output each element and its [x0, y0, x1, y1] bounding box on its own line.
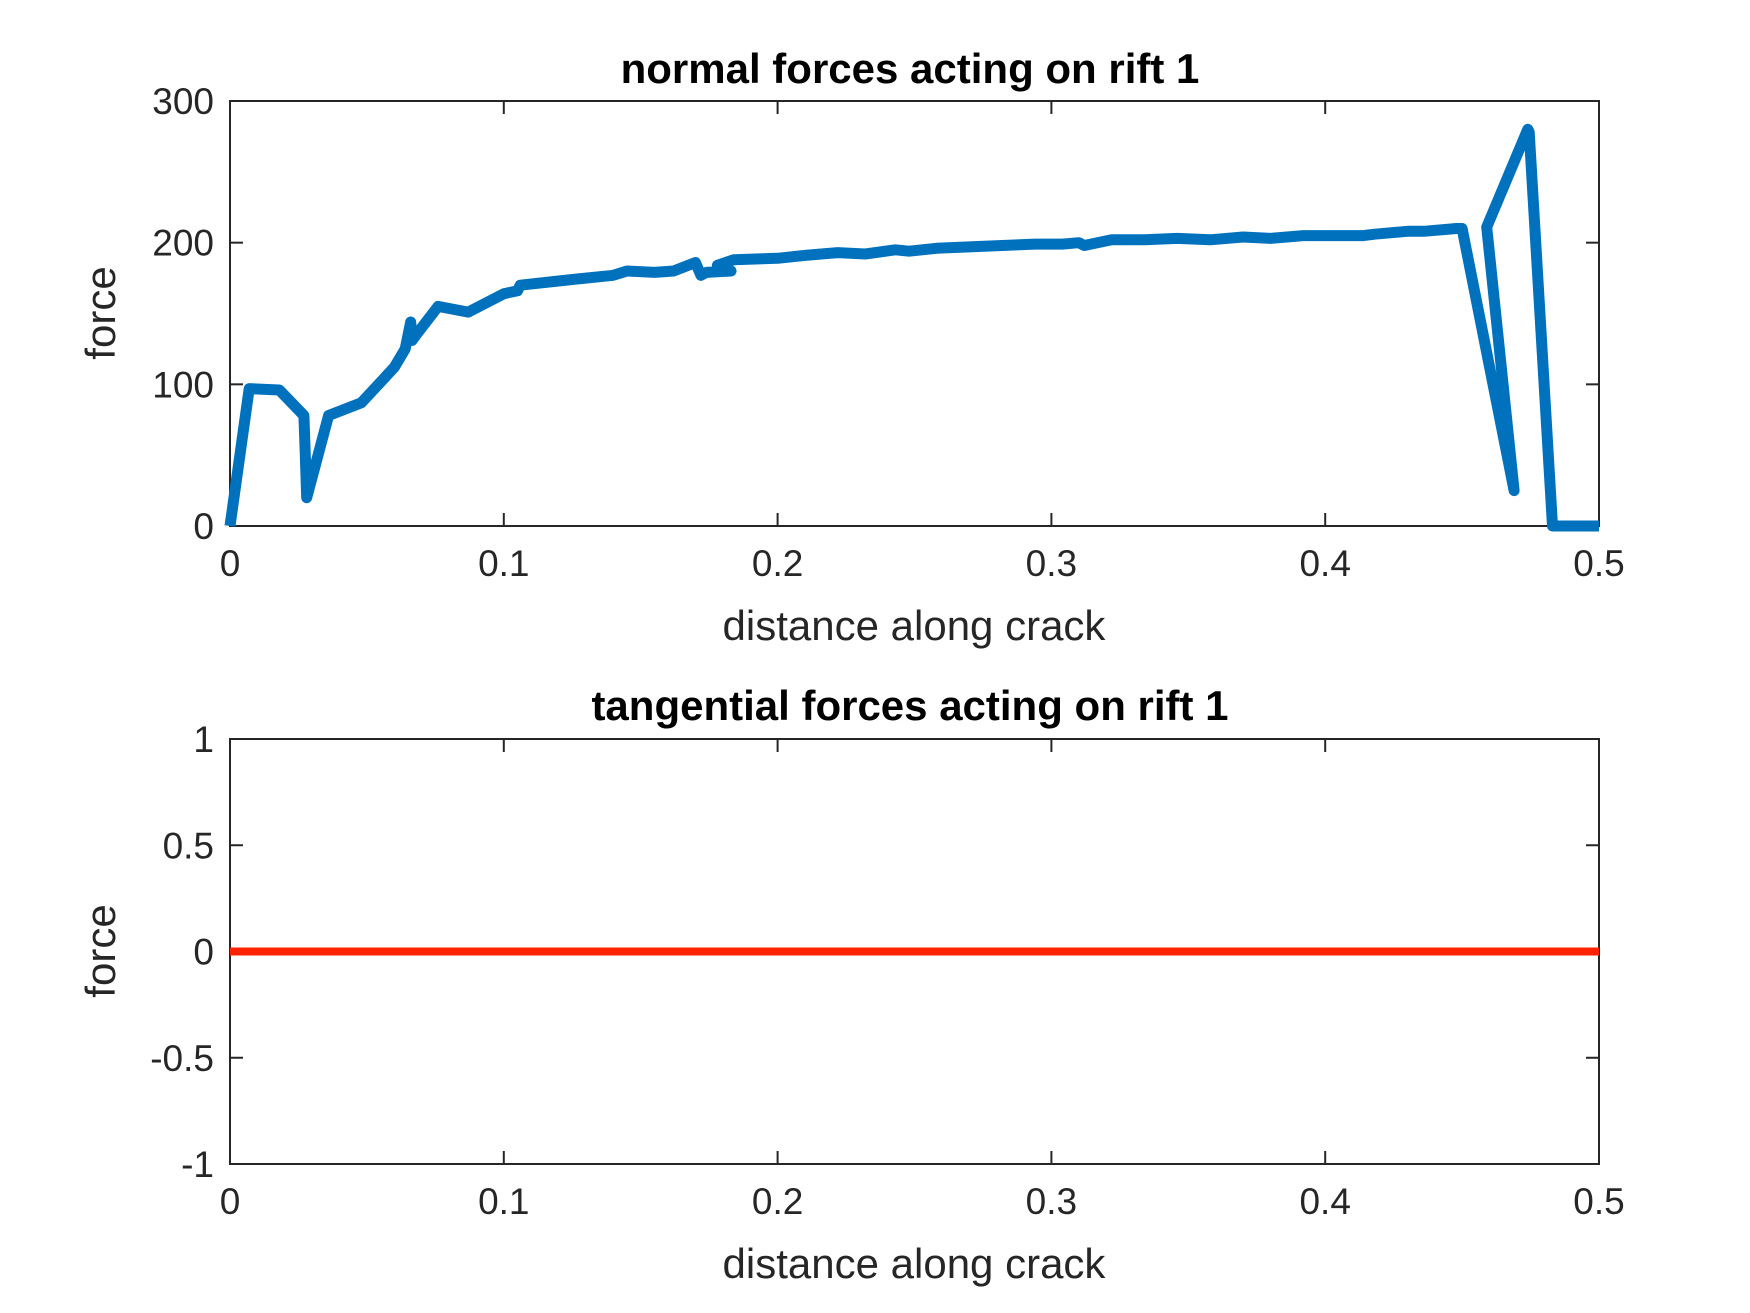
y-tick-label: 100 [152, 364, 214, 405]
y-tick-label: 1 [193, 719, 214, 760]
x-tick-label: 0.4 [1299, 1181, 1350, 1222]
x-tick-labels: 0 0.1 0.2 0.3 0.4 0.5 [220, 1181, 1625, 1222]
x-tick-label: 0.3 [1026, 1181, 1077, 1222]
chart-title: tangential forces acting on rift 1 [591, 682, 1228, 729]
y-axis-label: force [77, 266, 124, 359]
y-tick-label: 200 [152, 223, 214, 264]
y-tick-label: 0.5 [163, 825, 214, 866]
x-tick-label: 0.1 [478, 543, 529, 584]
x-tick-label: 0 [220, 543, 241, 584]
y-tick-label: 0 [193, 506, 214, 547]
x-tick-label: 0.2 [752, 1181, 803, 1222]
x-tick-label: 0.5 [1573, 543, 1624, 584]
x-axis-label: distance along crack [723, 1240, 1107, 1287]
x-tick-label: 0.1 [478, 1181, 529, 1222]
y-tick-label: -1 [181, 1144, 214, 1185]
tangential-forces-subplot: tangential forces acting on rift 1 0 0.1 0… [77, 682, 1625, 1287]
normal-forces-subplot: normal forces acting on rift 1 0 0.1 0.2 0.… [77, 45, 1625, 649]
x-tick-label: 0.5 [1573, 1181, 1624, 1222]
x-tick-labels: 0 0.1 0.2 0.3 0.4 0.5 [220, 543, 1625, 584]
y-tick-labels: -1 -0.5 0 0.5 1 [150, 719, 214, 1185]
x-tick-label: 0.3 [1026, 543, 1077, 584]
y-tick-label: -0.5 [150, 1038, 214, 1079]
y-tick-label: 0 [193, 932, 214, 973]
y-tick-labels: 0 100 200 300 [152, 81, 214, 547]
chart-title: normal forces acting on rift 1 [621, 45, 1200, 92]
series-line [224, 123, 1599, 532]
y-tick-label: 300 [152, 81, 214, 122]
x-tick-label: 0 [220, 1181, 241, 1222]
plot-area [229, 100, 1600, 527]
y-axis-label: force [77, 904, 124, 997]
x-tick-label: 0.4 [1299, 543, 1350, 584]
x-axis-label: distance along crack [723, 602, 1107, 649]
x-tick-label: 0.2 [752, 543, 803, 584]
